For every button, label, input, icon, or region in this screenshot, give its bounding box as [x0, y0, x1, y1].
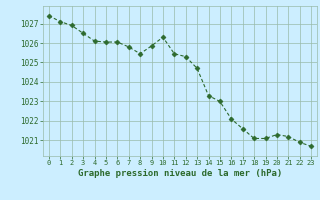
- X-axis label: Graphe pression niveau de la mer (hPa): Graphe pression niveau de la mer (hPa): [78, 169, 282, 178]
